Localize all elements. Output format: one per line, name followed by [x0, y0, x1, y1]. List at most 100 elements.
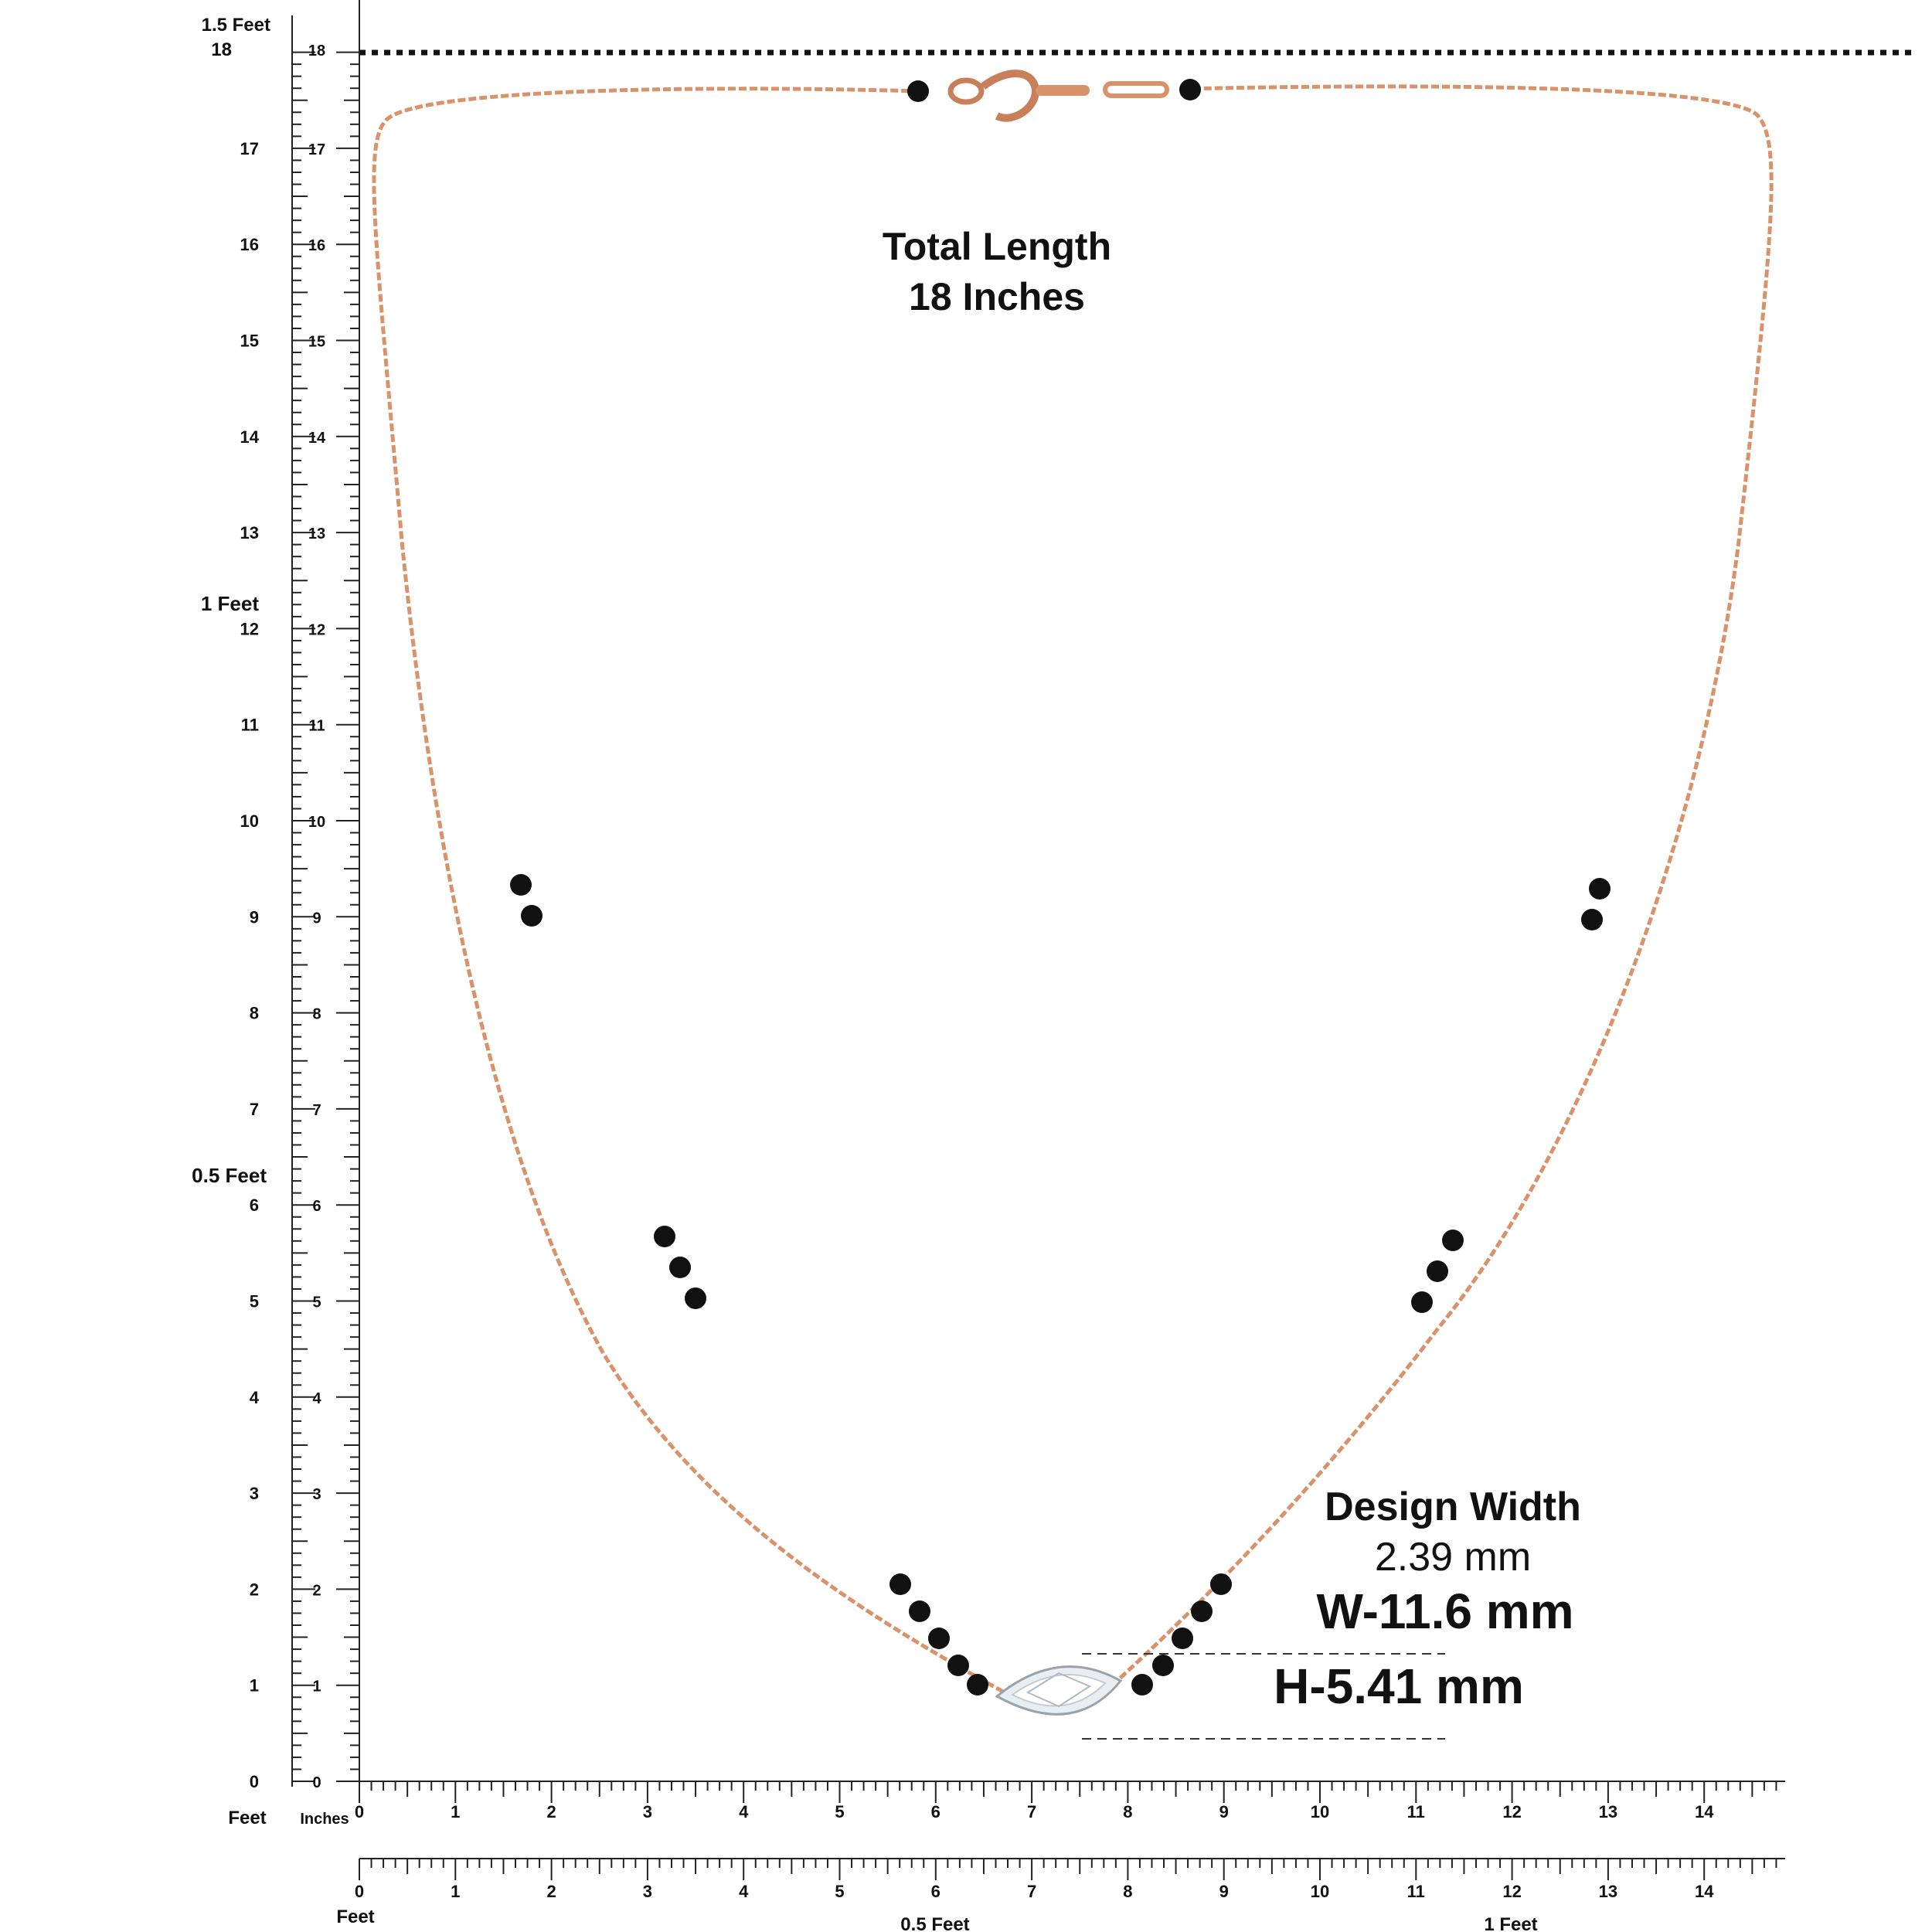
ruler-inch-label: 18 [211, 39, 232, 60]
black-bead [1179, 79, 1201, 100]
ruler-inch-label: 4 [739, 1882, 749, 1901]
ruler-inch-label: 13 [1599, 1882, 1617, 1901]
ruler-inch-label: 0 [355, 1882, 364, 1901]
ruler-inch-label: 13 [240, 523, 259, 543]
ruler-inch-label: 7 [1027, 1882, 1036, 1901]
chain-left-strand [372, 87, 1006, 1695]
ruler-one-foot-label: 1 Feet [1484, 1914, 1537, 1932]
black-bead [1442, 1230, 1464, 1251]
black-bead [510, 874, 532, 896]
lobster-clasp-icon [947, 70, 1169, 122]
ruler-inch-label: 11 [1407, 1882, 1425, 1901]
ruler-inch-label: 4 [739, 1802, 749, 1821]
ruler-feet-caption: Feet [228, 1808, 266, 1828]
ruler-inch-label: 5 [250, 1292, 259, 1311]
ruler-inch-label: 8 [312, 1006, 321, 1023]
black-bead [685, 1287, 706, 1309]
ruler-inch-label: 6 [250, 1196, 259, 1215]
black-bead [654, 1226, 675, 1247]
ruler-inch-label: 17 [308, 141, 325, 158]
ruler-inch-label: 14 [240, 427, 260, 447]
ruler-inch-label: 2 [546, 1882, 556, 1901]
ruler-inch-label: 12 [1502, 1802, 1521, 1821]
design-width-title: Design Width [1325, 1485, 1581, 1529]
black-bead [669, 1257, 691, 1278]
black-bead [889, 1573, 911, 1595]
ruler-inch-label: 17 [240, 139, 259, 158]
black-bead [1581, 909, 1603, 930]
ruler-inch-label: 11 [241, 716, 259, 735]
ruler-inch-label: 3 [643, 1802, 652, 1821]
ruler-inch-label: 14 [1695, 1882, 1714, 1901]
ruler-inch-label: 8 [250, 1004, 259, 1023]
ruler-inch-label: 12 [308, 621, 325, 638]
ruler-inch-label: 6 [931, 1802, 940, 1821]
ruler-inch-label: 1 [312, 1679, 321, 1696]
ruler-inch-label: 7 [312, 1102, 321, 1119]
black-bead [909, 1600, 930, 1622]
ruler-inch-label: 0 [250, 1772, 259, 1791]
ruler-inch-label: 13 [308, 526, 325, 543]
ruler-inches-caption: Inches [300, 1811, 349, 1828]
black-beads [510, 79, 1611, 1696]
ruler-inch-label: 9 [312, 910, 321, 927]
total-length-title: Total Length [882, 225, 1112, 268]
ruler-inch-label: 5 [835, 1802, 844, 1821]
height-dimension: H-5.41 mm [1274, 1658, 1524, 1714]
marquise-stone [995, 1665, 1123, 1716]
ruler-feet-caption: Feet [336, 1906, 374, 1927]
black-bead [1589, 878, 1611, 900]
ruler-inch-label: 9 [1219, 1802, 1229, 1821]
ruler-inch-label: 13 [1599, 1802, 1617, 1821]
black-bead [1427, 1260, 1448, 1282]
ruler-inch-label: 14 [308, 430, 326, 447]
necklace-chain [372, 84, 1774, 1695]
ruler-inch-label: 1 [250, 1676, 259, 1696]
design-width-value: 2.39 mm [1374, 1535, 1532, 1580]
ruler-inch-label: 10 [308, 814, 325, 831]
ruler-inch-label: 2 [312, 1582, 321, 1599]
ruler-inch-label: 9 [250, 907, 259, 927]
ruler-half-foot-label: 0.5 Feet [900, 1914, 969, 1932]
ruler-inch-label: 10 [1311, 1802, 1329, 1821]
ruler-inch-label: 15 [308, 334, 325, 351]
black-bead [928, 1628, 950, 1649]
ruler-inch-label: 8 [1123, 1802, 1132, 1821]
ruler-inch-label: 3 [643, 1882, 652, 1901]
black-bead [1152, 1655, 1174, 1676]
black-bead [1191, 1600, 1213, 1622]
ruler-inch-label: 7 [1027, 1802, 1036, 1821]
black-bead [947, 1655, 969, 1676]
ruler-inch-label: 2 [250, 1580, 259, 1599]
ruler-feet-label: 1.5 Feet [202, 15, 270, 36]
ruler-inch-label: 2 [546, 1802, 556, 1821]
ruler-inch-label: 4 [312, 1390, 321, 1407]
black-bead [521, 905, 543, 927]
ruler-inch-label: 10 [1311, 1882, 1329, 1901]
black-bead [1131, 1674, 1153, 1696]
ruler-inch-label: 10 [240, 811, 259, 831]
ruler-inch-label: 12 [1502, 1882, 1521, 1901]
ruler-inch-label: 0 [312, 1774, 321, 1791]
ruler-inch-label: 9 [1219, 1882, 1229, 1901]
ruler-inch-label: 1 [451, 1802, 460, 1821]
ruler-inch-label: 6 [931, 1882, 940, 1901]
horizontal-ruler-top: 0 1 2 3 4 5 6 7 8 9 10 11 12 13 14 [355, 1781, 1785, 1821]
ruler-inch-label: 15 [240, 332, 259, 351]
ruler-inch-label: 6 [312, 1198, 321, 1215]
ruler-inch-label: 11 [1407, 1802, 1425, 1821]
ruler-inch-label: 3 [250, 1484, 259, 1503]
ruler-feet-label: 1 Feet [201, 592, 259, 615]
ruler-inch-label: 11 [308, 718, 325, 735]
black-bead [907, 80, 929, 102]
black-bead [1411, 1291, 1433, 1313]
ruler-inch-label: 14 [1695, 1802, 1714, 1821]
ruler-inch-label: 7 [250, 1100, 259, 1119]
ruler-inch-label: 16 [240, 235, 259, 254]
ruler-inch-label: 5 [312, 1294, 321, 1311]
black-bead [1172, 1628, 1193, 1649]
